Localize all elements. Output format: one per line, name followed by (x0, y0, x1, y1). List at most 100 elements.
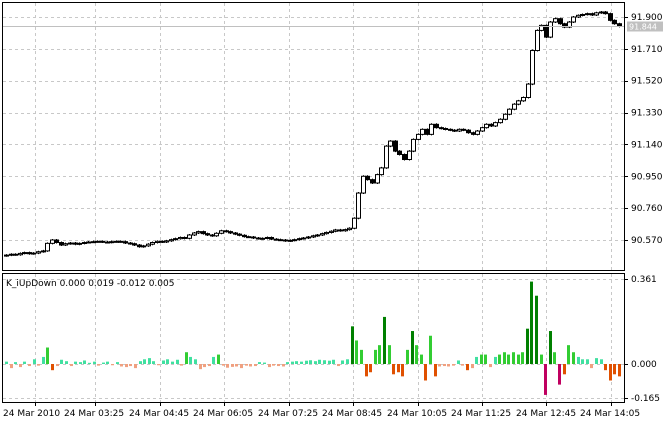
candle-body (338, 229, 343, 232)
candle-body (260, 237, 265, 240)
indicator-bar-up (185, 352, 188, 364)
time-tick-label: 24 Mar 11:25 (451, 409, 511, 419)
candle-body (132, 243, 137, 246)
indicator-bar-up (152, 361, 155, 364)
indicator-bar-up (23, 361, 26, 364)
candle-body (558, 18, 563, 25)
candle-body (9, 253, 14, 256)
candle-body (251, 236, 256, 239)
candle-body (493, 122, 498, 127)
indicator-bar-up (332, 359, 335, 364)
candle-body (54, 239, 59, 244)
candle-body (205, 233, 210, 236)
candle-body (439, 127, 444, 130)
indicator-bar-up (581, 359, 584, 364)
indicator-bar-up (79, 362, 82, 364)
indicator-bar-up (33, 359, 36, 364)
candle-body (192, 232, 197, 236)
candle-body (457, 128, 462, 132)
candle-body (608, 13, 613, 21)
indicator-bar-up (46, 347, 49, 364)
indicator-bar-down (245, 364, 248, 366)
indicator-bar-up (14, 362, 17, 364)
candle-body (585, 13, 590, 16)
price-tick-label: 90.950 (631, 172, 663, 182)
candle-body (521, 96, 526, 102)
candle-body (91, 241, 96, 244)
indicator-bar-up (74, 361, 77, 364)
candle-body (4, 254, 9, 257)
candle-body (343, 229, 348, 232)
indicator-bar-up (291, 361, 294, 364)
candle-body (41, 250, 46, 253)
candle-body (580, 13, 585, 16)
candle-body (443, 128, 448, 130)
candle-body (214, 232, 219, 237)
candle-body (178, 236, 183, 240)
indicator-bar-down (424, 364, 427, 381)
candle-body (361, 175, 366, 194)
candle-body (425, 128, 430, 135)
candle-body (82, 242, 87, 245)
time-tick-label: 24 Mar 10:05 (387, 409, 447, 419)
candle-body (333, 229, 338, 232)
candle-body (526, 83, 531, 98)
candle-body (141, 245, 146, 248)
indicator-bar-down (203, 364, 206, 368)
indicator-bar-down (609, 364, 612, 381)
candle-body (63, 243, 68, 246)
indicator-bar-down (471, 364, 474, 369)
indicator-bar-down (392, 364, 395, 375)
candle-body (567, 21, 572, 28)
price-tick-label: 90.760 (631, 204, 663, 214)
indicator-bar-up (388, 345, 391, 364)
candle-body (196, 231, 201, 234)
bid-price-tag: 91.844 (627, 21, 663, 32)
candle-body (484, 123, 489, 129)
indicator-bar-up (540, 354, 543, 364)
indicator-bar-up (429, 335, 432, 364)
indicator-bar-up (102, 362, 105, 364)
indicator-bar-up (106, 361, 109, 364)
candle-body (562, 23, 567, 28)
candle-body (489, 123, 494, 127)
indicator-bar-up (406, 349, 409, 364)
candle-body (256, 237, 261, 240)
candle-body (173, 238, 178, 241)
candle-body (548, 21, 553, 38)
indicator-tick-label: -0.165 (631, 394, 660, 404)
indicator-bar-up (323, 360, 326, 364)
candle-body (73, 242, 78, 245)
indicator-bar-up (194, 359, 197, 364)
indicator-bar-down (111, 364, 114, 366)
indicator-bar-up (553, 352, 556, 364)
indicator-bar-up (143, 359, 146, 364)
candle-body (475, 130, 480, 135)
candle-body (50, 239, 55, 244)
indicator-bar-down (466, 364, 469, 371)
indicator-bar-up (88, 362, 91, 364)
indicator-axis: 0.361 0.000 -0.165 (624, 275, 660, 404)
indicator-label: K_iUpDown 0.000 0.019 -0.012 0.005 (6, 279, 174, 289)
indicator-bar-down (369, 364, 372, 373)
candle-body (599, 11, 604, 14)
price-panel-frame (2, 2, 625, 271)
indicator-bar-down (618, 364, 621, 377)
candle-body (306, 236, 311, 239)
indicator-bar-up (457, 360, 460, 364)
indicator-bar-down (447, 364, 450, 367)
indicator-bar-down (180, 364, 183, 366)
indicator-bar-up (595, 358, 598, 364)
indicator-bar-up (93, 361, 96, 364)
candle-body (320, 233, 325, 236)
indicator-bar-down (125, 364, 128, 368)
indicator-bar-up (475, 356, 478, 364)
candle-body (150, 242, 155, 245)
indicator-grid (3, 274, 624, 402)
candle-body (210, 234, 215, 237)
indicator-bar-down (226, 364, 229, 368)
price-tick-label: 91.710 (631, 45, 663, 55)
indicator-bar-up (420, 354, 423, 364)
